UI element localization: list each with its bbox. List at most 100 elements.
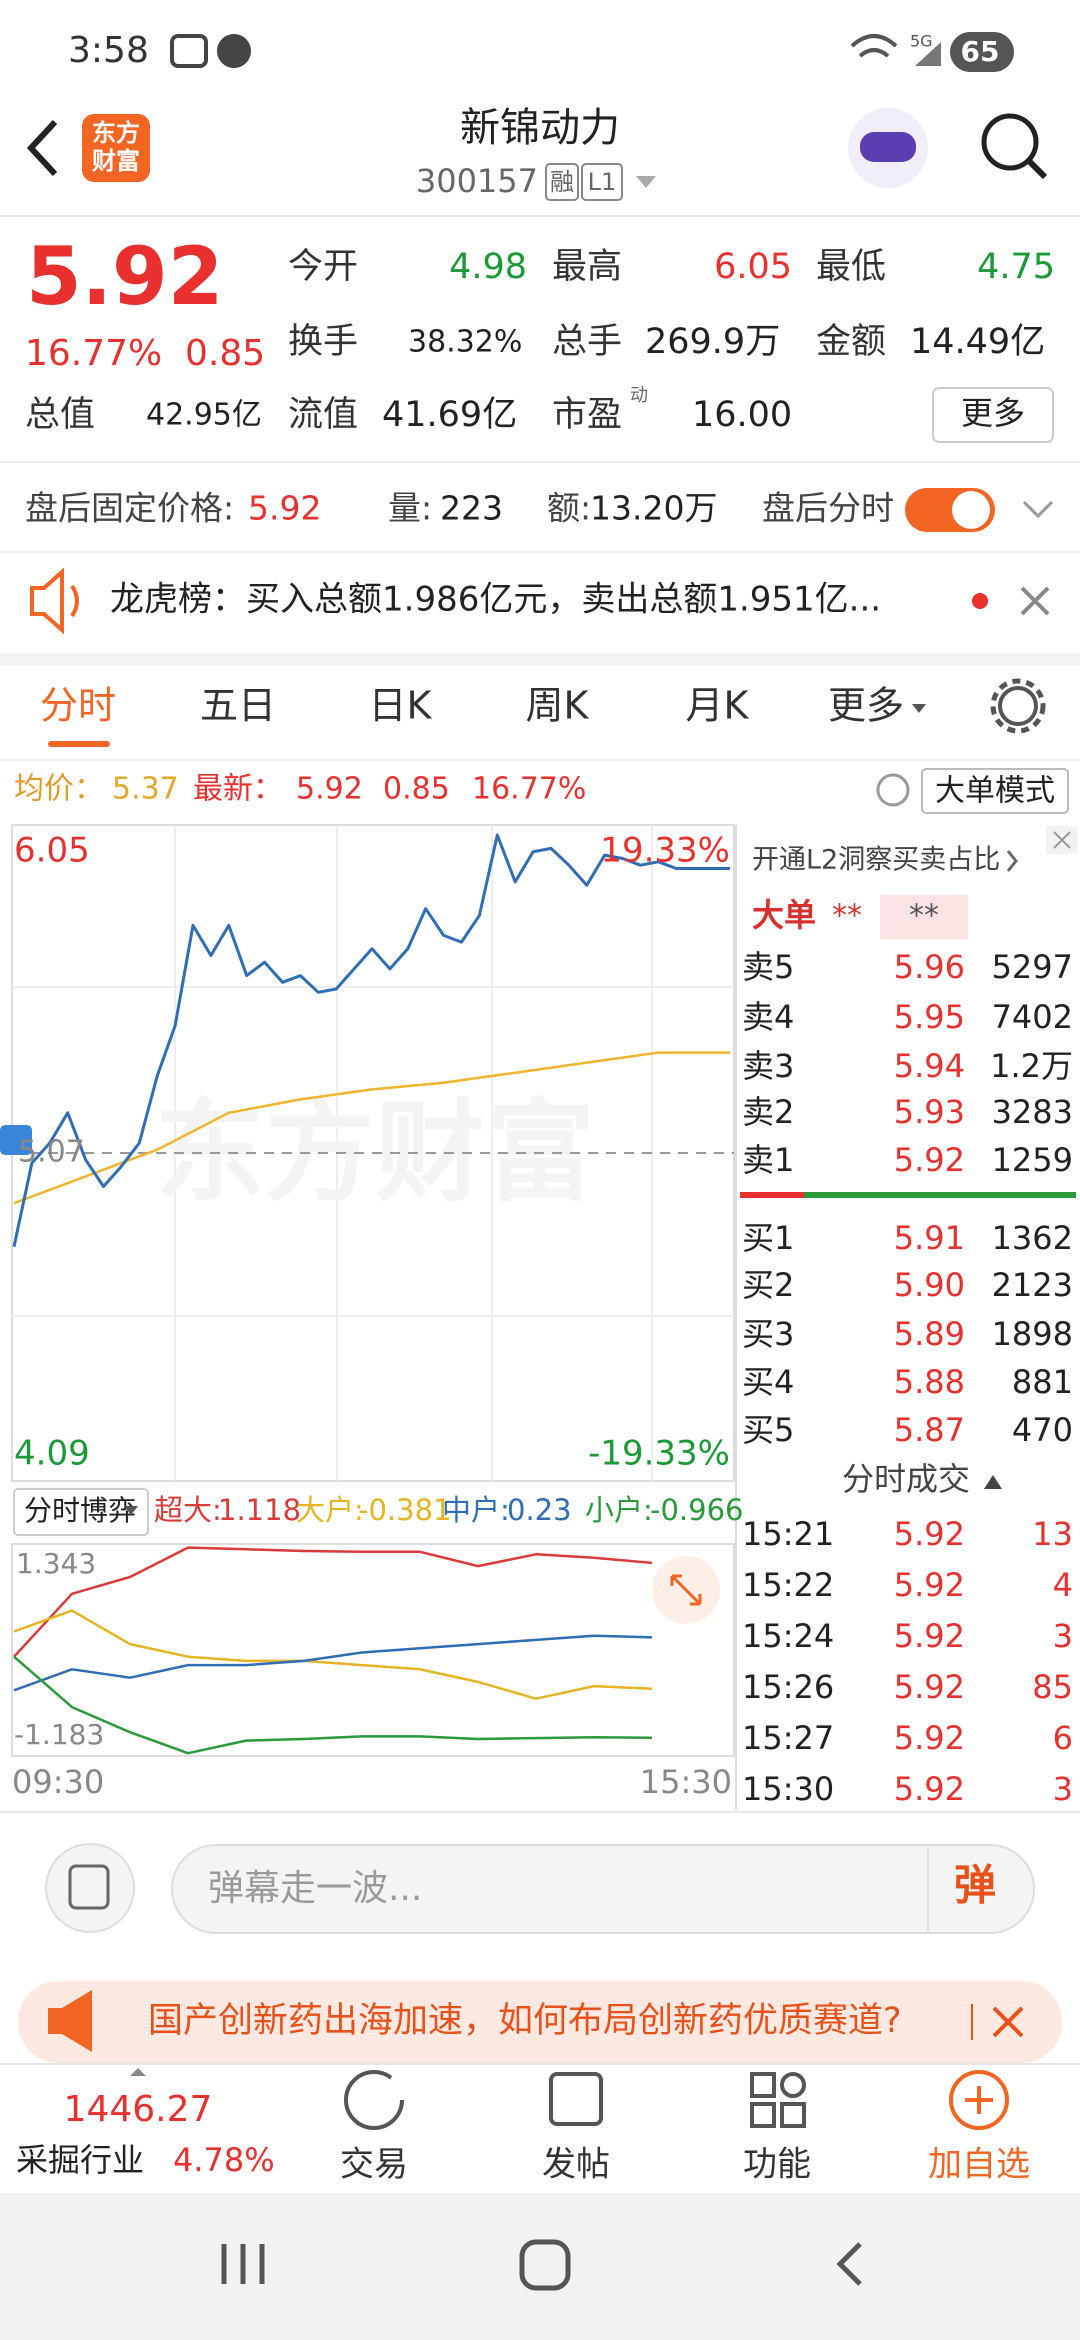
comment-placeholder[interactable]: 弹幕走一波...: [208, 1868, 422, 1909]
book-price: 5.93: [894, 1093, 965, 1131]
index-value[interactable]: 1446.27: [64, 2089, 213, 2130]
nav-item[interactable]: 发帖: [542, 2145, 610, 2185]
battery-level: 65: [961, 35, 1000, 68]
megaphone-icon: [48, 1990, 92, 2052]
price-line: [12, 833, 730, 1248]
stat-value: 14.49亿: [910, 322, 1045, 362]
close-notice[interactable]: [1020, 586, 1050, 616]
comment-input[interactable]: [171, 1844, 1035, 1934]
banner[interactable]: [18, 1981, 1062, 2063]
trade-volume: 4: [1053, 1566, 1073, 1604]
tab[interactable]: 月K: [686, 684, 750, 728]
wifi-icon: [850, 34, 898, 58]
back-nav-button[interactable]: [836, 2242, 862, 2286]
ratio-bar-red: [740, 1192, 804, 1198]
legend-name: 超大:: [154, 1493, 222, 1527]
mode-button[interactable]: [921, 768, 1069, 814]
book-volume: 7402: [992, 998, 1073, 1036]
tab[interactable]: 日K: [369, 684, 433, 728]
stat-value: 38.32%: [408, 325, 522, 360]
book-label: 卖3: [742, 1047, 794, 1085]
network-label: 5G: [910, 32, 933, 51]
sort-arrow[interactable]: [984, 1475, 1002, 1489]
back-button[interactable]: [26, 119, 58, 177]
tab[interactable]: 五日: [200, 684, 276, 728]
trade-price: 5.92: [894, 1719, 965, 1757]
l2-promo[interactable]: 开通L2洞察买卖占比: [752, 845, 1000, 876]
close-banner[interactable]: [992, 2006, 1024, 2038]
tab[interactable]: 更多: [828, 684, 904, 728]
flow-selector[interactable]: [13, 1488, 149, 1536]
book-price: 5.90: [894, 1266, 965, 1304]
notice-text[interactable]: 龙虎榜：买入总额1.986亿元，卖出总额1.951亿...: [110, 580, 881, 620]
settings-button[interactable]: [998, 686, 1038, 726]
settings-teeth: [990, 678, 1046, 734]
legend-value: 1.118: [218, 1493, 301, 1527]
masked-box: [880, 895, 968, 939]
stock-code: 300157: [416, 162, 538, 200]
logo-text: 财富: [92, 147, 140, 175]
comment-list-button[interactable]: [45, 1843, 135, 1933]
stock-tag: L1: [588, 168, 617, 196]
y-axis-label: 4.09: [14, 1434, 90, 1474]
x-axis-label: 15:30: [640, 1763, 732, 1801]
add-plus: [965, 2086, 993, 2114]
last-price: 5.92: [26, 230, 223, 323]
stat-value: 4.75: [977, 247, 1055, 287]
mode-label[interactable]: 大单模式: [935, 774, 1055, 809]
section-gap: [0, 653, 1080, 666]
app-logo: [82, 114, 150, 182]
trade-volume: 13: [1032, 1515, 1073, 1553]
expand-icon: [670, 1574, 702, 1606]
trade-time: 15:22: [742, 1566, 834, 1604]
nav-item[interactable]: 加自选: [928, 2145, 1030, 2185]
tab-indicator: [48, 741, 110, 747]
stat-label: 总手: [552, 322, 622, 362]
trade-price: 5.92: [894, 1566, 965, 1604]
legend-value: 0.23: [507, 1493, 572, 1527]
nav-item[interactable]: 交易: [340, 2145, 408, 2185]
index-name[interactable]: 采掘行业: [16, 2141, 144, 2179]
expand-arrow[interactable]: [1022, 500, 1054, 519]
volume-label: 量:: [388, 489, 432, 528]
flow-line: [13, 1634, 653, 1692]
stat-value: 269.9万: [645, 322, 780, 362]
book-volume: 2123: [992, 1266, 1073, 1304]
stock-name: 新锦动力: [460, 105, 620, 151]
y-axis-label: 6.05: [14, 831, 90, 871]
stat-value: 6.05: [714, 247, 792, 287]
flow-line: [13, 1655, 653, 1755]
flow-line: [13, 1546, 653, 1658]
book-volume: 881: [1012, 1363, 1073, 1401]
flow-line: [13, 1609, 653, 1700]
post-icon: [549, 2072, 603, 2126]
flow-selector-label[interactable]: 分时博弈: [24, 1494, 136, 1527]
more-label[interactable]: 更多: [961, 394, 1025, 432]
avg-value: 5.37: [112, 772, 179, 807]
home-button[interactable]: [519, 2239, 571, 2291]
dropdown-arrow: [124, 1506, 138, 1515]
tab[interactable]: 分时: [40, 684, 116, 728]
stat-label: 今开: [288, 247, 358, 287]
more-button[interactable]: [932, 387, 1054, 443]
index-change[interactable]: 4.78%: [173, 2141, 275, 2179]
big-order-label: 大单: [752, 896, 816, 934]
help-icon[interactable]: [876, 773, 910, 807]
function-icon: [780, 2102, 806, 2128]
stat-value: 16.00: [692, 395, 792, 435]
dropdown-arrow[interactable]: [636, 176, 656, 188]
tab[interactable]: 周K: [526, 684, 590, 728]
nav-item[interactable]: 功能: [743, 2145, 811, 2185]
add-icon: [949, 2070, 1009, 2130]
legend-value: -0.381: [358, 1493, 452, 1527]
danmaku-button[interactable]: 弹: [954, 1861, 996, 1910]
search-button[interactable]: [981, 113, 1039, 171]
banner-text[interactable]: 国产创新药出海加速，如何布局创新药优质赛道?: [148, 2001, 902, 2041]
y-axis-label: -1.183: [14, 1718, 104, 1751]
up-arrow: [130, 2068, 146, 2076]
trade-price: 5.92: [894, 1515, 965, 1553]
trade-price: 5.92: [894, 1770, 965, 1808]
recents-button[interactable]: [221, 2244, 265, 2284]
tab-bar: 分时 五日 日K 周K 月K 更多: [40, 684, 926, 728]
